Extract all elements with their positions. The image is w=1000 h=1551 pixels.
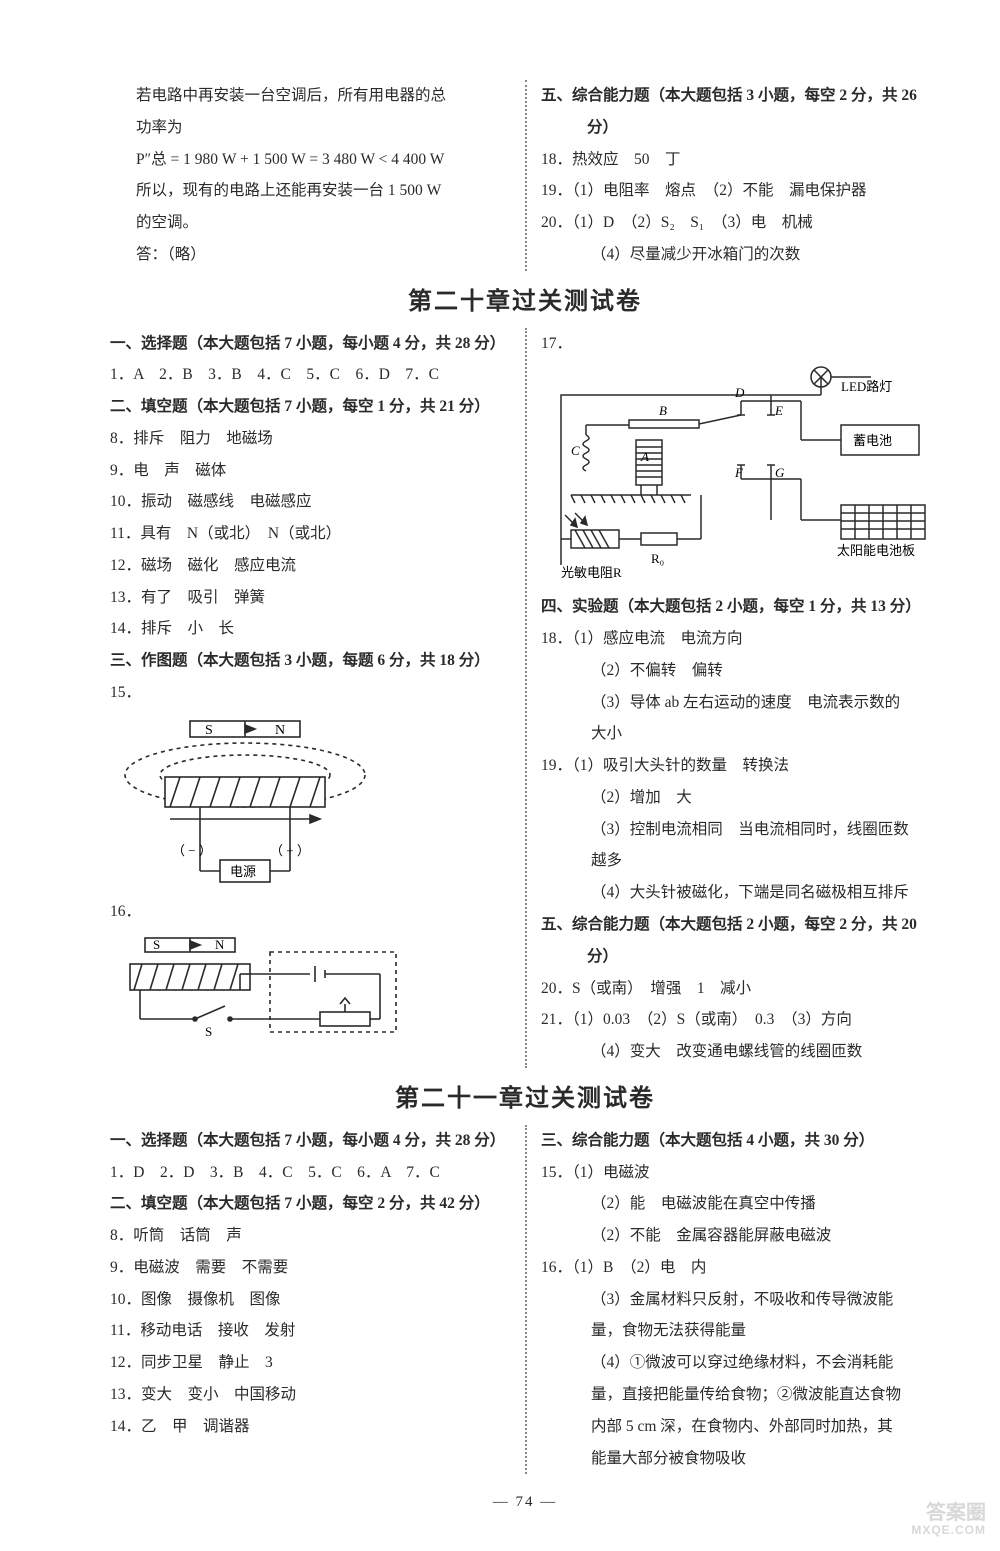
- label-solar: 太阳能电池板: [837, 543, 915, 558]
- answer-line: 19．（1）电阻率 熔点 （2）不能 漏电保护器: [541, 175, 940, 207]
- label-battery: 蓄电池: [853, 433, 892, 448]
- answer-line: 8．排斥 阻力 地磁场: [110, 423, 511, 455]
- section-heading: 四、实验题（本大题包括 2 小题，每空 1 分，共 13 分）: [541, 591, 940, 623]
- ch20-block: 一、选择题（本大题包括 7 小题，每小题 4 分，共 28 分） 1．A 2．B…: [110, 328, 940, 1068]
- text: 的空调。: [110, 207, 511, 239]
- section-heading: 二、填空题（本大题包括 7 小题，每空 2 分，共 42 分）: [110, 1188, 511, 1220]
- section-heading: 二、填空题（本大题包括 7 小题，每空 1 分，共 21 分）: [110, 391, 511, 423]
- label-n: N: [215, 937, 225, 952]
- answer-line: 10．图像 摄像机 图像: [110, 1284, 511, 1316]
- answer-line: 1．D 2．D 3．B 4．C 5．C 6．A 7．C: [110, 1157, 511, 1189]
- ch21-right-col: 三、综合能力题（本大题包括 4 小题，共 30 分） 15．（1）电磁波 （2）…: [525, 1125, 940, 1474]
- answer-line: 20．（1）D （2）S₂ S₁ （3）电 机械: [541, 207, 940, 239]
- answer-line: （4）尽量减少开冰箱门的次数: [541, 239, 940, 271]
- ch20-left-col: 一、选择题（本大题包括 7 小题，每小题 4 分，共 28 分） 1．A 2．B…: [110, 328, 525, 1068]
- answer-line: （2）不偏转 偏转: [541, 655, 940, 687]
- label-s: S: [205, 723, 213, 738]
- label-led: LED路灯: [841, 379, 892, 394]
- answer-line: 16．（1）B （2）电 内: [541, 1252, 940, 1284]
- label-b: B: [659, 403, 667, 418]
- answer-line: 14．排斥 小 长: [110, 613, 511, 645]
- text: 若电路中再安装一台空调后，所有用电器的总: [110, 80, 511, 112]
- answer-line: 17．: [541, 328, 940, 360]
- answer-line: （2）不能 金属容器能屏蔽电磁波: [541, 1220, 940, 1252]
- section-heading: 一、选择题（本大题包括 7 小题，每小题 4 分，共 28 分）: [110, 1125, 511, 1157]
- label-c: C: [571, 443, 580, 458]
- label-n: N: [275, 723, 285, 738]
- page: 若电路中再安装一台空调后，所有用电器的总 功率为 P″总 = 1 980 W +…: [0, 0, 1000, 1551]
- section-heading: 一、选择题（本大题包括 7 小题，每小题 4 分，共 28 分）: [110, 328, 511, 360]
- answer-line: 13．有了 吸引 弹簧: [110, 582, 511, 614]
- label-switch: S: [205, 1024, 212, 1039]
- ch21-left-col: 一、选择题（本大题包括 7 小题，每小题 4 分，共 28 分） 1．D 2．D…: [110, 1125, 525, 1474]
- label-r0: R₀: [651, 551, 664, 566]
- section-heading: 五、综合能力题（本大题包括 3 小题，每空 2 分，共 26 分）: [541, 80, 940, 144]
- top-block: 若电路中再安装一台空调后，所有用电器的总 功率为 P″总 = 1 980 W +…: [110, 80, 940, 271]
- answer-line: 1．A 2．B 3．B 4．C 5．C 6．D 7．C: [110, 359, 511, 391]
- figure-17: LED路灯 蓄电池 太阳能电池板 光敏电阻R R₀ A B C D E F G: [541, 365, 940, 585]
- top-right-col: 五、综合能力题（本大题包括 3 小题，每空 2 分，共 26 分） 18．热效应…: [525, 80, 940, 271]
- section-heading: 五、综合能力题（本大题包括 2 小题，每空 2 分，共 20 分）: [541, 909, 940, 973]
- answer-line: 能量大部分被食物吸收: [541, 1443, 940, 1475]
- answer-line: 18．（1）感应电流 电流方向: [541, 623, 940, 655]
- answer-line: 14．乙 甲 调谐器: [110, 1411, 511, 1443]
- answer-line: 18．热效应 50 丁: [541, 144, 940, 176]
- answer-line: （2）能 电磁波能在真空中传播: [541, 1188, 940, 1220]
- answer-line: （3）控制电流相同 当电流相同时，线圈匝数: [541, 814, 940, 846]
- answer-line: 12．同步卫星 静止 3: [110, 1347, 511, 1379]
- page-number: — 74 —: [110, 1494, 940, 1511]
- answer-line: （4）大头针被磁化，下端是同名磁极相互排斥: [541, 877, 940, 909]
- answer-line: 内部 5 cm 深，在食物内、外部同时加热，其: [541, 1411, 940, 1443]
- label-plus: （ + ）: [270, 843, 310, 858]
- chapter-title: 第二十章过关测试卷: [110, 281, 940, 316]
- figure-16: S N S: [110, 934, 511, 1044]
- section-heading: 三、综合能力题（本大题包括 4 小题，共 30 分）: [541, 1125, 940, 1157]
- text: 答：（略）: [110, 239, 511, 271]
- top-left-col: 若电路中再安装一台空调后，所有用电器的总 功率为 P″总 = 1 980 W +…: [110, 80, 525, 271]
- formula: P″总 = 1 980 W + 1 500 W = 3 480 W < 4 40…: [110, 144, 511, 176]
- text: 功率为: [110, 112, 511, 144]
- label-a: A: [640, 449, 649, 464]
- watermark: 答案圈 MXQE.COM: [911, 1502, 986, 1537]
- label-minus: （ − ）: [172, 843, 212, 858]
- text: 所以，现有的电路上还能再安装一台 1 500 W: [110, 175, 511, 207]
- answer-line: 20．S（或南） 增强 1 减小: [541, 973, 940, 1005]
- label-f: F: [734, 465, 744, 480]
- answer-line: 大小: [541, 718, 940, 750]
- answer-line: 越多: [541, 845, 940, 877]
- answer-line: 量，食物无法获得能量: [541, 1315, 940, 1347]
- answer-line: （3）导体 ab 左右运动的速度 电流表示数的: [541, 687, 940, 719]
- watermark-sub: MXQE.COM: [911, 1524, 986, 1537]
- answer-line: 16．: [110, 896, 511, 928]
- answer-line: 量，直接把能量传给食物；②微波能直达食物: [541, 1379, 940, 1411]
- label-g: G: [775, 465, 785, 480]
- answer-line: （4）变大 改变通电螺线管的线圈匝数: [541, 1036, 940, 1068]
- answer-line: （3）金属材料只反射，不吸收和传导微波能: [541, 1284, 940, 1316]
- figure-15: S N （ − ） （ + ） 电源: [110, 715, 511, 890]
- chapter-title: 第二十一章过关测试卷: [110, 1078, 940, 1113]
- watermark-main: 答案圈: [911, 1502, 986, 1524]
- answer-line: 10．振动 磁感线 电磁感应: [110, 486, 511, 518]
- answer-line: 15．: [110, 677, 511, 709]
- answer-line: 19．（1）吸引大头针的数量 转换法: [541, 750, 940, 782]
- label-s: S: [153, 937, 160, 952]
- label-d: D: [734, 385, 745, 400]
- answer-line: 13．变大 变小 中国移动: [110, 1379, 511, 1411]
- answer-line: 15．（1）电磁波: [541, 1157, 940, 1189]
- ch20-right-col: 17．: [525, 328, 940, 1068]
- answer-line: 12．磁场 磁化 感应电流: [110, 550, 511, 582]
- section-heading: 三、作图题（本大题包括 3 小题，每题 6 分，共 18 分）: [110, 645, 511, 677]
- answer-line: （4）①微波可以穿过绝缘材料，不会消耗能: [541, 1347, 940, 1379]
- label-source: 电源: [230, 864, 256, 879]
- answer-line: 9．电 声 磁体: [110, 455, 511, 487]
- answer-line: 21．（1）0.03 （2）S（或南） 0.3 （3）方向: [541, 1004, 940, 1036]
- answer-line: 11．具有 N（或北） N（或北）: [110, 518, 511, 550]
- answer-line: 9．电磁波 需要 不需要: [110, 1252, 511, 1284]
- label-ldr: 光敏电阻R: [561, 565, 622, 580]
- answer-line: （2）增加 大: [541, 782, 940, 814]
- answer-line: 8．听筒 话筒 声: [110, 1220, 511, 1252]
- answer-line: 11．移动电话 接收 发射: [110, 1315, 511, 1347]
- ch21-block: 一、选择题（本大题包括 7 小题，每小题 4 分，共 28 分） 1．D 2．D…: [110, 1125, 940, 1474]
- label-e: E: [774, 403, 783, 418]
